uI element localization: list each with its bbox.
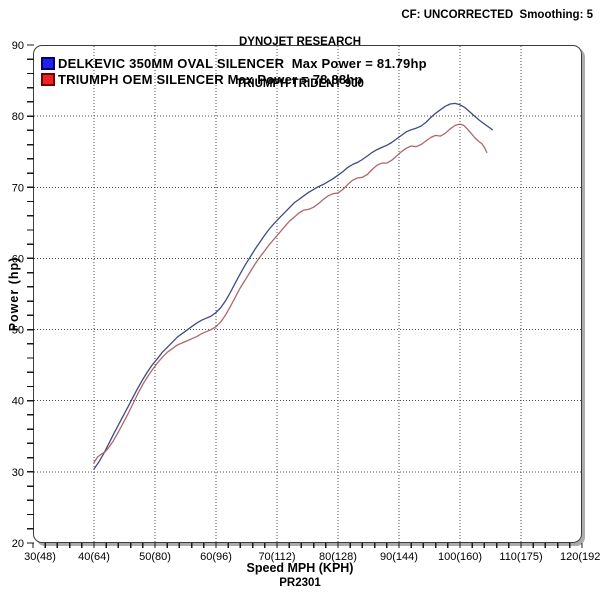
x-tick-label: 70(112) [258,551,295,563]
y-tick-label: 50 [12,325,24,337]
plot-frame [33,45,582,543]
y-tick-label: 60 [12,253,24,265]
power-curve-0 [93,102,493,470]
legend-label-oem: TRIUMPH OEM SILENCER Max Power = 78.88hp [58,71,363,87]
y-tick-label: 80 [12,111,24,123]
chart-title-line2: TRIUMPH TRIDENT 900 [236,78,364,90]
y-tick-label: 70 [12,182,24,194]
run-code: PR2301 [279,577,321,589]
power-curve-1 [93,123,488,464]
correction-smoothing-label: CF: UNCORRECTED Smoothing: 5 [401,9,593,21]
y-axis-title: Power (hp) [7,256,21,332]
x-tick-label: 30(48) [24,551,56,563]
x-tick-label: 110(175) [499,551,542,563]
legend: DELKEVIC 350MM OVAL SILENCER Max Power =… [41,55,427,87]
legend-swatch-1 [41,72,55,86]
x-tick-label: 90(144) [380,551,418,563]
legend-item-delkevic: DELKEVIC 350MM OVAL SILENCER Max Power =… [41,55,427,71]
x-tick-label: 80(128) [319,551,357,563]
x-tick-label: 60(96) [200,551,232,563]
y-tick-label: 30 [12,467,24,479]
y-tick-label: 20 [12,538,24,550]
x-tick-label: 40(64) [78,551,110,563]
x-tick-label: 50(80) [139,551,171,563]
x-tick-label: 120(192) [560,551,600,563]
legend-label-delkevic: DELKEVIC 350MM OVAL SILENCER Max Power =… [58,55,427,71]
legend-swatch-0 [41,56,55,70]
y-tick-label: 40 [12,396,24,408]
y-tick-label: 90 [12,40,24,52]
x-tick-label: 100(160) [438,551,482,563]
x-axis-title: Speed MPH (KPH) [246,561,354,575]
legend-item-oem: TRIUMPH OEM SILENCER Max Power = 78.88hp [41,71,427,87]
